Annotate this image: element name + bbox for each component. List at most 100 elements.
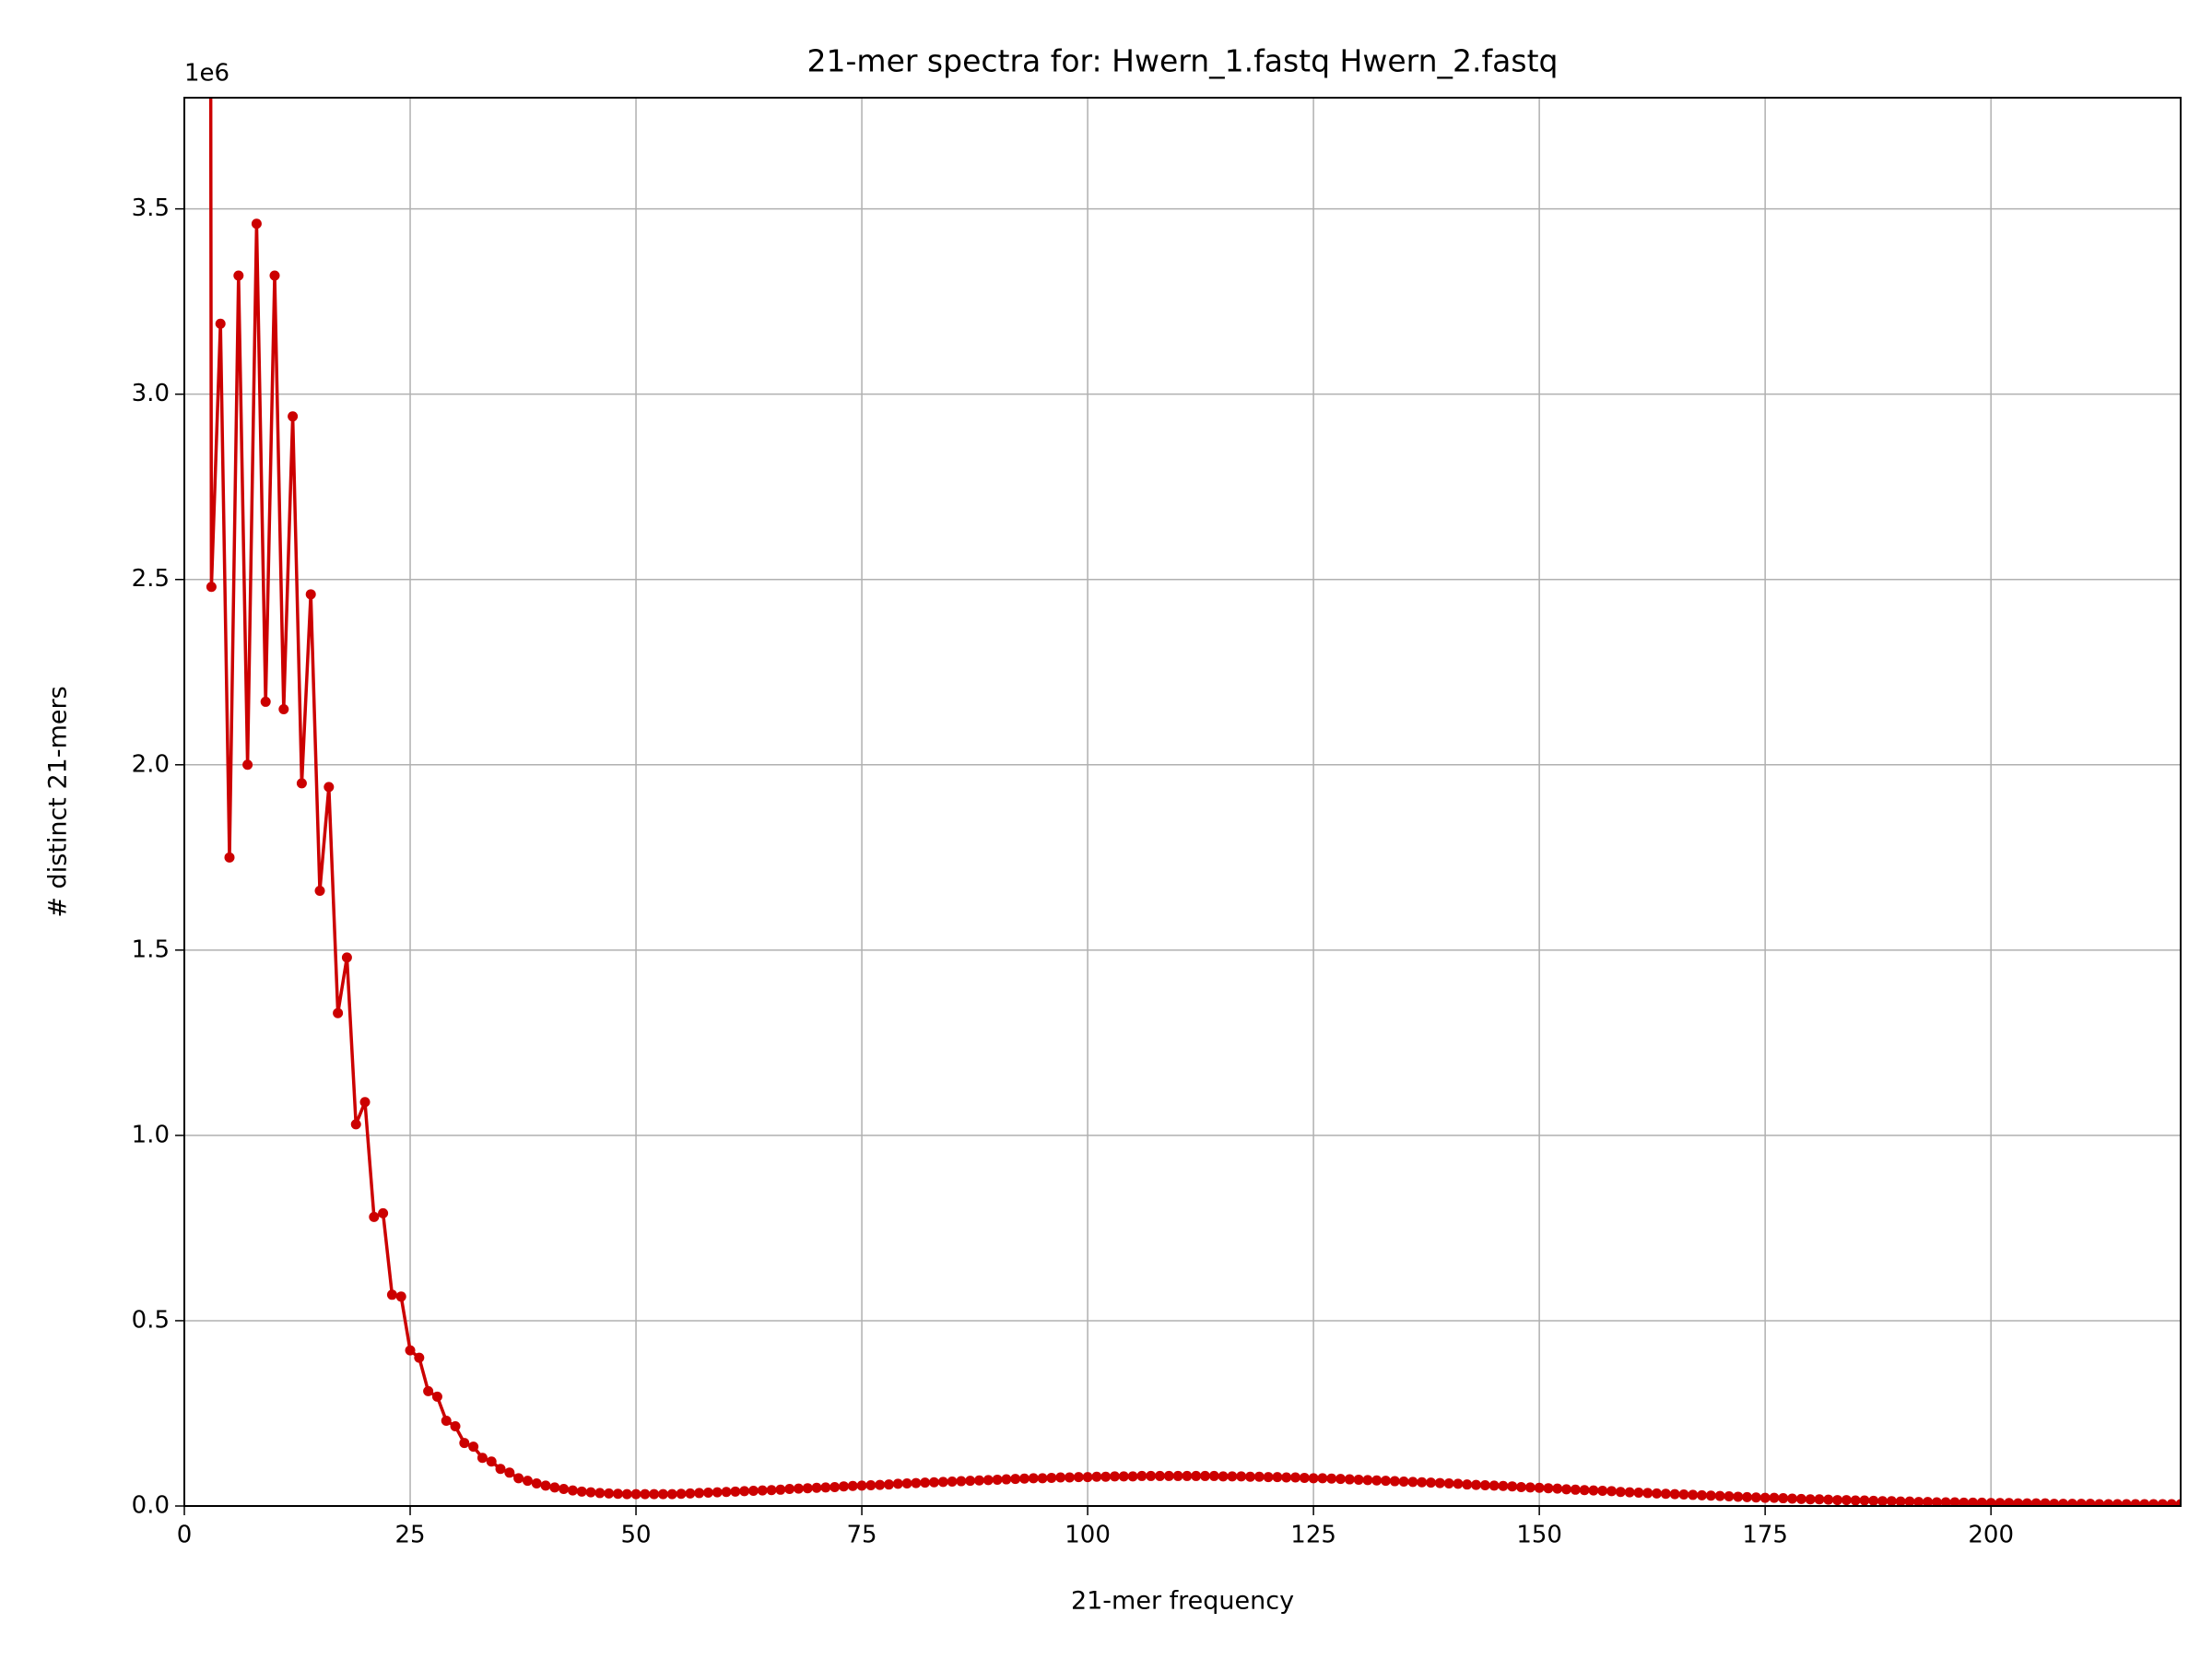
data-point — [1462, 1479, 1473, 1490]
chart-title: 21-mer spectra for: Hwern_1.fastq Hwern_… — [807, 43, 1559, 79]
data-point — [1949, 1497, 1960, 1506]
data-point — [1146, 1470, 1157, 1481]
data-point — [1208, 1470, 1219, 1481]
data-point — [2103, 1499, 2114, 1506]
data-point — [1886, 1496, 1897, 1506]
data-point — [1778, 1493, 1789, 1504]
x-tick-label: 150 — [1516, 1522, 1562, 1549]
data-point — [1299, 1472, 1310, 1483]
data-point — [847, 1480, 858, 1491]
data-point — [666, 1488, 677, 1500]
data-point — [1516, 1481, 1527, 1492]
data-point — [1724, 1491, 1735, 1502]
data-point — [269, 270, 280, 281]
plot-area — [206, 98, 2181, 1506]
data-point — [350, 1119, 361, 1130]
data-point — [1976, 1497, 1987, 1506]
data-point — [1118, 1471, 1129, 1482]
x-tick-label: 125 — [1290, 1522, 1336, 1549]
data-point — [2148, 1499, 2159, 1506]
data-point — [1606, 1486, 1618, 1497]
x-tick-label: 175 — [1742, 1522, 1788, 1549]
data-point — [1046, 1472, 1057, 1483]
data-point — [875, 1479, 886, 1490]
y-tick-label: 0.0 — [132, 1492, 170, 1520]
data-point — [559, 1484, 570, 1495]
data-point — [1669, 1488, 1680, 1500]
data-point — [1426, 1477, 1437, 1488]
axes-frame — [183, 97, 2182, 1507]
data-point — [305, 589, 316, 600]
data-point — [341, 952, 352, 963]
data-point — [676, 1488, 687, 1500]
data-point — [1109, 1471, 1120, 1482]
data-point — [405, 1345, 416, 1356]
data-point — [359, 1097, 371, 1108]
data-point — [1200, 1470, 1211, 1481]
data-point — [1154, 1470, 1165, 1481]
data-point — [1588, 1485, 1599, 1496]
data-point — [928, 1477, 939, 1488]
data-point — [1371, 1475, 1382, 1486]
data-point — [1417, 1477, 1428, 1488]
data-point — [1524, 1482, 1535, 1493]
y-tick-label: 2.5 — [132, 565, 170, 593]
data-point — [1381, 1476, 1392, 1487]
data-point — [811, 1482, 822, 1493]
data-point — [1453, 1478, 1464, 1489]
data-point — [721, 1487, 732, 1498]
data-point — [296, 778, 307, 789]
x-tick-label: 25 — [394, 1522, 425, 1549]
data-point — [2130, 1499, 2141, 1506]
data-point — [1985, 1498, 1996, 1506]
data-point — [1633, 1488, 1644, 1499]
data-point — [856, 1480, 867, 1491]
data-point — [766, 1485, 777, 1496]
data-point — [576, 1486, 587, 1497]
data-point — [911, 1477, 922, 1488]
data-point — [1750, 1492, 1761, 1503]
data-point — [1561, 1484, 1572, 1495]
data-point — [2094, 1499, 2105, 1506]
data-point — [2076, 1499, 2087, 1506]
data-point — [1353, 1474, 1364, 1485]
data-point — [1308, 1473, 1319, 1484]
data-point — [2175, 1499, 2181, 1506]
data-point — [802, 1483, 813, 1494]
data-point — [1552, 1483, 1563, 1494]
data-point — [630, 1488, 641, 1500]
data-point — [468, 1441, 479, 1453]
data-point — [1127, 1471, 1138, 1482]
data-point — [585, 1487, 596, 1498]
data-point — [414, 1352, 425, 1363]
data-point — [685, 1488, 696, 1499]
data-point — [1805, 1494, 1816, 1505]
data-point — [1895, 1496, 1906, 1506]
data-point — [1163, 1470, 1174, 1481]
data-point — [1362, 1475, 1373, 1486]
data-point — [242, 759, 253, 771]
data-point — [1389, 1476, 1400, 1487]
data-point — [649, 1488, 660, 1500]
data-point — [431, 1391, 442, 1402]
data-point — [423, 1385, 434, 1396]
data-point — [1326, 1473, 1337, 1484]
data-point — [1652, 1488, 1663, 1499]
data-point — [1272, 1472, 1283, 1483]
data-point — [1479, 1479, 1490, 1490]
y-axis-label: # distinct 21-mers — [44, 686, 73, 917]
data-point — [1832, 1495, 1843, 1506]
data-point — [2049, 1499, 2060, 1506]
data-point — [1795, 1493, 1806, 1504]
data-point — [838, 1481, 849, 1492]
data-point — [1498, 1480, 1509, 1491]
data-point — [2166, 1499, 2177, 1506]
data-point — [920, 1477, 931, 1488]
data-point — [1091, 1471, 1102, 1482]
data-point — [1543, 1483, 1554, 1494]
ticks: 0 25 50 75 100 125 150 175 200 0.0 0.5 1.0 1.5 2.0 2.5… — [132, 194, 2014, 1548]
data-point — [2085, 1499, 2096, 1506]
data-point — [1959, 1497, 1970, 1506]
